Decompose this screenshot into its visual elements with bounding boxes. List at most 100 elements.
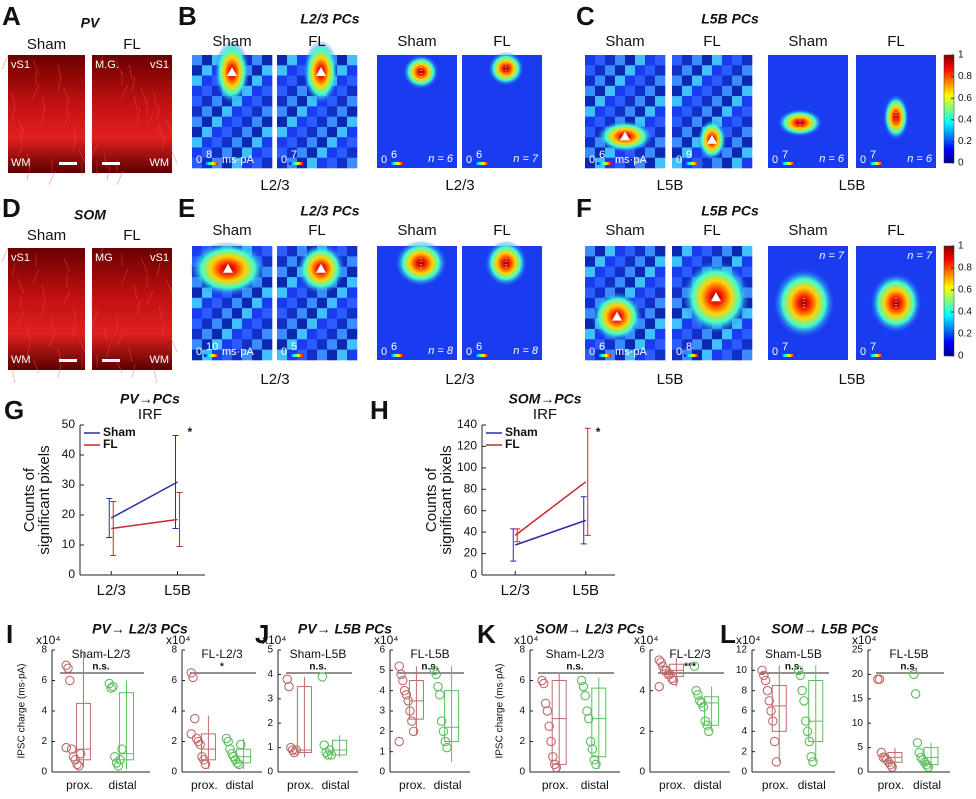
heatmap-cell — [595, 106, 606, 117]
y-tick-label: 20 — [464, 546, 478, 560]
box — [808, 680, 824, 742]
heatmap-cell — [682, 137, 693, 148]
heatmap-cell — [347, 85, 358, 97]
heatmap-cell — [672, 266, 683, 278]
heatmap-cell — [692, 85, 703, 97]
heatmap-cell — [672, 137, 683, 148]
y-tick-label: 0 — [639, 767, 645, 778]
series-line — [111, 518, 178, 530]
data-point — [704, 726, 714, 737]
x-tick-label: distal — [694, 778, 722, 792]
scale-min: 0 — [196, 346, 202, 358]
heatmap-cell — [722, 116, 733, 128]
heatmap-cell — [585, 85, 596, 97]
y-tick-label: 100 — [457, 460, 477, 474]
micrograph-image — [92, 55, 172, 173]
panel-title: PV→ L2/3 PCs — [92, 621, 188, 637]
heatmap-cell — [212, 328, 223, 340]
heatmap-cell — [347, 116, 358, 128]
colorbar — [943, 54, 955, 164]
texture — [156, 105, 161, 121]
heatmap-cell — [702, 157, 713, 169]
y-tick-label: 6 — [519, 675, 525, 686]
heatmap-cell — [337, 246, 348, 257]
scale-bar — [684, 354, 698, 357]
heatmap-cell — [605, 339, 616, 350]
heatmap-cell — [262, 318, 273, 330]
heatmap-cell — [722, 339, 733, 350]
heatmap-cell — [242, 297, 253, 309]
heatmap-cell — [317, 126, 328, 138]
y-tick-label: 0 — [379, 767, 385, 778]
heatmap-cell — [655, 266, 666, 278]
heatmap-cell — [702, 106, 713, 117]
heatmap-cell — [682, 266, 693, 278]
y-tick-label: 2 — [741, 746, 747, 757]
y-tick-label: 10 — [62, 537, 76, 551]
y-tick-label: 25 — [852, 645, 864, 656]
data-point — [887, 762, 897, 772]
heatmap-cell — [712, 349, 723, 361]
scale-min: 0 — [772, 154, 778, 166]
colorbar-tick-label: 0.4 — [958, 307, 972, 318]
heatmap-cell — [692, 55, 703, 66]
colorbar-tick-label: 0.2 — [958, 329, 972, 340]
heatmap-cell — [625, 157, 636, 169]
heatmap-cell — [672, 96, 683, 107]
scale-bar — [474, 162, 488, 165]
y-axis-label: IPSC charge (ms·pA) — [17, 663, 28, 758]
y-tick-label: 4 — [519, 706, 525, 717]
heatmap-cell — [317, 297, 328, 309]
heatmap-hotspot — [488, 51, 524, 86]
heatmap-cell — [242, 85, 253, 97]
y-tick-label: 3 — [267, 693, 273, 704]
subtitle: IRF — [533, 406, 557, 423]
heatmap-cell — [212, 147, 223, 159]
panel-letter: B — [178, 1, 197, 31]
panel-letter: J — [255, 619, 269, 649]
heatmap-cell — [307, 147, 318, 159]
heatmap-cell — [742, 116, 753, 128]
heatmap-cell — [615, 85, 626, 97]
heatmap-cell — [702, 349, 713, 361]
heatmap-cell — [347, 318, 358, 330]
heatmap-cell — [655, 55, 666, 66]
heatmap-cell — [635, 116, 646, 128]
heatmap-cell — [252, 85, 263, 97]
heatmap-cell — [262, 266, 273, 278]
y-tick-label: 40 — [464, 524, 478, 538]
y-tick-label: 0 — [68, 567, 75, 581]
heatmap-cell — [347, 55, 358, 66]
scale-max: 7 — [782, 149, 788, 161]
data-point — [909, 669, 919, 680]
heatmap-cell — [722, 65, 733, 76]
texture — [63, 112, 71, 128]
heatmap-cell — [635, 96, 646, 107]
heatmap-cell — [252, 297, 263, 309]
heatmap-cell — [212, 308, 223, 319]
heatmap-cell — [645, 65, 656, 76]
heatmap-cell — [702, 55, 713, 66]
texture — [1, 54, 9, 70]
heatmap-cell — [262, 157, 273, 169]
y-tick-label: 2 — [379, 726, 385, 737]
y-tick-label: 0 — [519, 767, 525, 778]
box — [591, 687, 607, 758]
heatmap-cell — [682, 96, 693, 107]
heatmap-cell — [232, 137, 243, 148]
texture — [63, 257, 71, 273]
heatmap-cell — [672, 318, 683, 330]
y-tick-label: 60 — [464, 503, 478, 517]
heatmap-cell — [252, 75, 263, 87]
heatmap-cell — [682, 126, 693, 138]
heatmap-cell — [635, 277, 646, 288]
data-point — [319, 740, 329, 750]
heatmap-cell — [672, 157, 683, 169]
heatmap-cell — [252, 65, 263, 76]
texture — [153, 368, 158, 384]
heatmap-cell — [242, 287, 253, 299]
region-label: vS1 — [150, 252, 169, 264]
heatmap-cell — [732, 137, 743, 148]
y-tick-label: 8 — [741, 685, 747, 696]
data-point — [72, 759, 82, 770]
